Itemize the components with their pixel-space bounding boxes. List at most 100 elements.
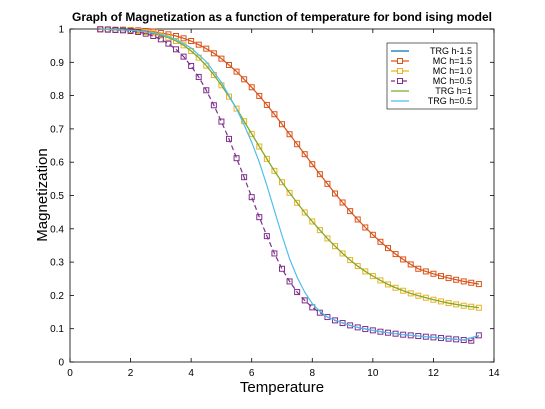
data-point xyxy=(226,135,232,142)
series-trg-h-0-5 xyxy=(100,28,480,341)
legend-marker xyxy=(397,68,403,74)
data-point xyxy=(263,155,270,162)
y-tick-label: 0 xyxy=(58,358,64,369)
data-point xyxy=(362,224,369,231)
data-point xyxy=(210,102,217,109)
legend-label: MC h=1.5 xyxy=(433,56,472,66)
data-point xyxy=(233,105,240,112)
data-point xyxy=(256,143,263,150)
data-point xyxy=(135,28,142,35)
data-point xyxy=(475,332,482,339)
legend-item: TRG h-1.5 xyxy=(391,46,472,56)
data-point xyxy=(392,284,399,291)
axis-ticks: 0 2 4 6 8 10 12 14 0 0.1 0.2 0.3 0.4 0.5 0.6 0.7 0.8 0.9 1 xyxy=(50,25,500,380)
data-point xyxy=(301,151,308,158)
data-point xyxy=(248,130,255,137)
data-point xyxy=(256,214,263,221)
data-point xyxy=(369,273,376,280)
data-point xyxy=(165,40,172,47)
data-point xyxy=(339,250,346,257)
data-point xyxy=(271,250,278,257)
data-point xyxy=(286,278,293,285)
legend-item: MC h=0.5 xyxy=(391,76,472,86)
data-point xyxy=(377,277,384,284)
data-point xyxy=(233,68,240,75)
data-point xyxy=(407,290,414,297)
x-tick-label: 0 xyxy=(67,368,73,379)
data-point xyxy=(203,45,210,52)
data-point xyxy=(241,174,248,181)
y-tick-label: 0.7 xyxy=(50,124,64,135)
data-point xyxy=(332,243,338,250)
data-point xyxy=(354,263,361,270)
y-tick-label: 0.5 xyxy=(50,191,64,202)
data-point xyxy=(226,61,232,68)
data-point xyxy=(400,287,407,294)
data-point xyxy=(279,179,285,186)
data-point xyxy=(385,245,391,252)
data-point xyxy=(354,216,361,223)
data-point xyxy=(422,294,429,301)
legend-label: MC h=1.0 xyxy=(433,66,472,76)
data-point xyxy=(218,118,225,125)
series-layer xyxy=(97,26,482,344)
data-point xyxy=(180,35,187,42)
data-point xyxy=(339,199,346,206)
y-tick-label: 0.9 xyxy=(50,58,64,69)
data-point xyxy=(392,251,399,258)
data-point xyxy=(203,87,210,94)
data-point xyxy=(415,292,422,299)
data-point xyxy=(415,265,422,272)
data-point xyxy=(347,208,354,215)
y-tick-label: 0.8 xyxy=(50,91,64,102)
x-tick-label: 10 xyxy=(367,368,379,379)
data-point xyxy=(241,76,248,83)
y-tick-label: 0.6 xyxy=(50,158,64,169)
data-point xyxy=(324,235,331,242)
x-tick-label: 2 xyxy=(128,368,134,379)
data-point xyxy=(286,189,293,196)
data-point xyxy=(286,131,293,138)
series-line xyxy=(100,28,479,309)
data-point xyxy=(210,50,217,57)
data-point xyxy=(263,233,270,240)
data-point xyxy=(309,161,316,168)
data-point xyxy=(180,53,187,60)
data-point xyxy=(248,84,255,91)
data-point xyxy=(195,41,202,48)
legend-item: MC h=1.0 xyxy=(391,66,472,76)
data-point xyxy=(422,268,429,275)
y-tick-label: 0.4 xyxy=(50,224,64,235)
data-point xyxy=(362,268,369,275)
data-point xyxy=(316,171,323,178)
data-point xyxy=(309,218,316,225)
data-point xyxy=(271,167,278,174)
legend-marker xyxy=(397,58,403,64)
y-tick-label: 0.2 xyxy=(50,291,64,302)
data-point xyxy=(218,55,225,62)
legend-item: MC h=1.5 xyxy=(391,56,472,66)
data-point xyxy=(347,257,354,264)
data-point xyxy=(188,62,195,69)
legend-box xyxy=(386,42,478,110)
data-point xyxy=(475,281,482,288)
x-tick-label: 4 xyxy=(188,368,194,379)
data-point xyxy=(279,265,285,272)
data-point xyxy=(377,238,384,245)
y-tick-label: 1 xyxy=(58,25,64,36)
data-point xyxy=(301,297,308,304)
data-point xyxy=(316,227,323,234)
data-point xyxy=(301,209,308,216)
data-point xyxy=(468,279,475,286)
series-trg-h-1 xyxy=(100,28,479,309)
data-point xyxy=(324,314,331,321)
data-point xyxy=(188,37,195,44)
data-point xyxy=(339,320,346,327)
data-point xyxy=(324,180,331,187)
data-point xyxy=(157,36,164,43)
y-tick-label: 0.3 xyxy=(50,258,64,269)
data-point xyxy=(263,101,270,108)
y-axis-label: Magnetization xyxy=(34,148,51,241)
